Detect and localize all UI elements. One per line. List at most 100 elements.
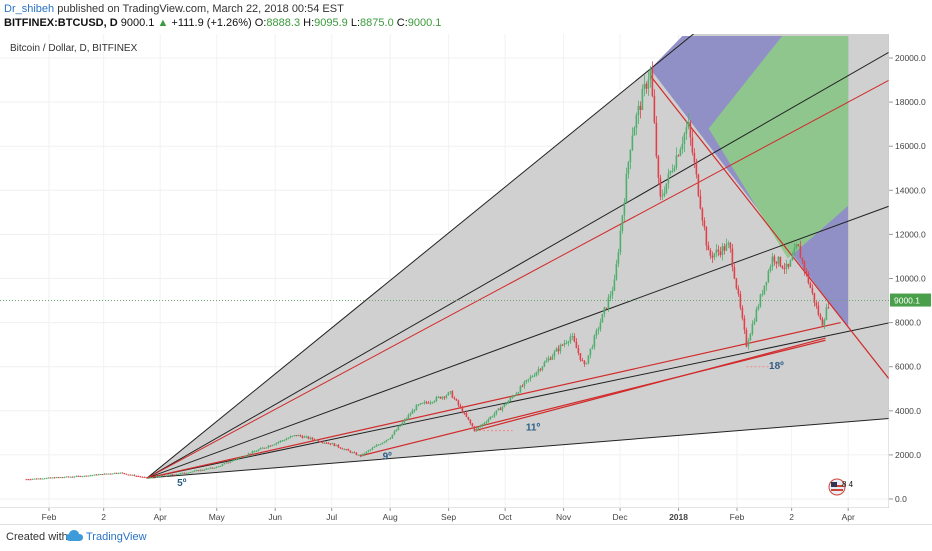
- candle-body: [231, 460, 234, 462]
- candle-body: [283, 440, 286, 442]
- candle-body: [779, 256, 782, 267]
- candle-body: [537, 369, 540, 373]
- candle-body: [471, 423, 474, 427]
- candle-body: [359, 454, 362, 457]
- candle-body: [681, 143, 684, 150]
- candle-body: [567, 341, 570, 343]
- candle-body: [713, 253, 716, 258]
- candle-body: [223, 463, 226, 465]
- candle-body: [333, 443, 336, 447]
- tradingview-cloud-icon: [66, 530, 83, 541]
- y-axis-labels: 0.0 2000.0 4000.0 6000.0 8000.0 10000.0 12000.…: [889, 53, 926, 504]
- candle-body: [821, 318, 824, 326]
- candle-body: [579, 353, 582, 360]
- candle-body: [563, 343, 566, 346]
- candle-body: [219, 466, 222, 468]
- candle-body: [33, 478, 36, 480]
- candle-body: [151, 477, 154, 479]
- candle-body: [795, 244, 798, 249]
- author-link[interactable]: Dr_shibeh: [4, 3, 55, 15]
- candle-body: [49, 477, 52, 479]
- candle-body: [165, 475, 168, 477]
- candle-body: [159, 476, 162, 478]
- time-axis[interactable]: [0, 508, 932, 524]
- candle-body: [55, 477, 58, 479]
- flag-badge: 8 4: [842, 480, 854, 489]
- candle-body: [677, 155, 680, 157]
- candle-body: [625, 173, 628, 203]
- candle-body: [475, 428, 478, 431]
- candle-body: [149, 477, 152, 479]
- candle-body: [775, 261, 778, 264]
- candle-body: [695, 162, 698, 175]
- candle-body: [499, 408, 502, 411]
- candle-body: [707, 245, 710, 251]
- candle-body: [97, 474, 100, 476]
- candle-body: [515, 393, 518, 396]
- candle-body: [63, 477, 66, 479]
- candle-body: [771, 256, 774, 267]
- x-tick-label: Feb: [730, 512, 745, 522]
- candle-body: [235, 459, 238, 461]
- candle-body: [481, 423, 484, 426]
- candle-body: [813, 292, 816, 303]
- candle-body: [211, 467, 214, 469]
- candle-body: [643, 83, 646, 89]
- candle-body: [619, 230, 622, 253]
- candle-body: [747, 340, 750, 347]
- candle-body: [197, 470, 200, 472]
- candle-body: [361, 453, 364, 457]
- candle-body: [331, 443, 334, 445]
- angle-annotation: 5º: [177, 478, 187, 489]
- candle-body: [417, 404, 420, 406]
- candle-body: [95, 474, 98, 476]
- candle-body: [239, 456, 242, 458]
- candle-body: [561, 344, 564, 346]
- quote-line: BITFINEX:BTCUSD, D 9000.1 ▲ +111.9 (+1.2…: [4, 17, 441, 29]
- candle-layer: [25, 61, 830, 481]
- candle-body: [553, 351, 556, 357]
- candle-body: [261, 447, 264, 449]
- candle-body: [457, 400, 460, 406]
- candle-body: [591, 347, 594, 349]
- candle-body: [233, 459, 236, 461]
- candle-body: [777, 256, 780, 264]
- candle-body: [633, 127, 636, 136]
- candle-body: [593, 335, 596, 348]
- candle-body: [267, 445, 270, 448]
- candle-body: [763, 285, 766, 295]
- candle-body: [559, 344, 562, 352]
- last-price-marker: 9000.1: [0, 293, 931, 307]
- candle-body: [79, 475, 82, 477]
- tradingview-logo-link[interactable]: TradingView: [86, 531, 147, 543]
- red-trend-line: [359, 339, 826, 457]
- candle-body: [73, 476, 76, 478]
- candle-body: [409, 413, 412, 416]
- candle-body: [463, 412, 466, 414]
- chart-area[interactable]: 5º 9º 11º 18º 0.0 2000.0 4000.0 6000.0 8000.0 10…: [0, 34, 932, 524]
- candle-body: [447, 392, 450, 396]
- candle-body: [523, 381, 526, 387]
- candle-body: [539, 369, 542, 371]
- candle-body: [541, 366, 544, 370]
- candle-body: [143, 476, 146, 478]
- price-chart[interactable]: 5º 9º 11º 18º 0.0 2000.0 4000.0 6000.0 8000.0 10…: [0, 34, 932, 524]
- price-axis[interactable]: [889, 34, 932, 508]
- candle-body: [611, 290, 614, 296]
- candle-body: [365, 451, 368, 454]
- candle-body: [141, 476, 144, 478]
- up-arrow-icon: ▲: [157, 17, 169, 29]
- candle-body: [557, 348, 560, 352]
- candle-body: [75, 475, 78, 477]
- x-tick-label: Feb: [42, 512, 57, 522]
- candle-body: [31, 478, 34, 480]
- x-tick-label: 2: [789, 512, 794, 522]
- candle-body: [129, 474, 132, 476]
- candle-body: [65, 476, 68, 478]
- candle-body: [81, 476, 84, 478]
- candle-body: [667, 173, 670, 184]
- candle-body: [171, 474, 174, 476]
- candle-body: [577, 348, 580, 354]
- candle-body: [721, 246, 724, 256]
- candle-body: [341, 448, 344, 450]
